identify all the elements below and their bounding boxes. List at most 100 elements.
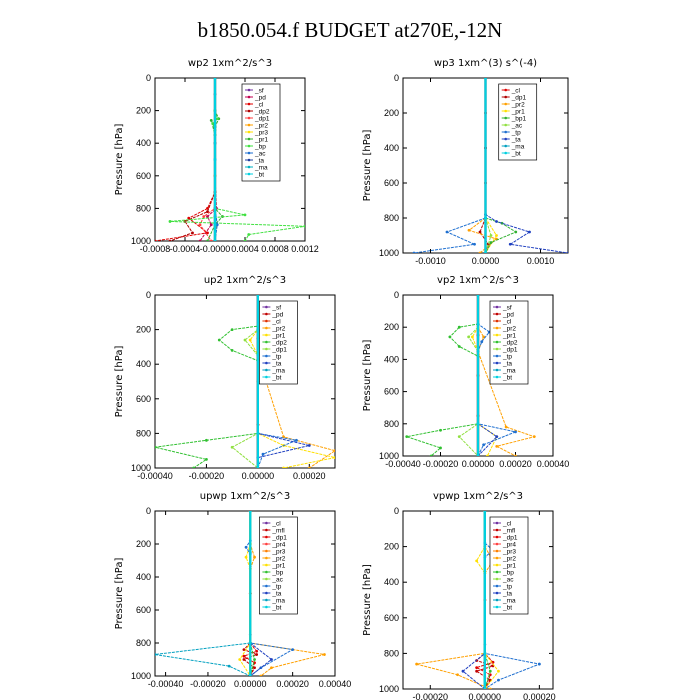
series-point xyxy=(504,425,508,429)
series-point xyxy=(495,234,498,237)
series-point xyxy=(230,348,234,352)
legend-label: _ma xyxy=(511,143,525,150)
legend-marker xyxy=(495,312,499,316)
legend-label: _pr2 xyxy=(271,325,285,332)
series-point xyxy=(243,338,247,342)
series-point xyxy=(255,653,259,656)
legend-label: _bp xyxy=(254,143,266,150)
legend-marker xyxy=(265,570,268,574)
legend-label: _sf xyxy=(254,87,264,94)
x-tick-label: 0.00040 xyxy=(537,459,570,469)
legend-marker xyxy=(504,116,508,120)
y-tick-label: 800 xyxy=(136,638,151,648)
legend-label: _ta xyxy=(271,360,281,367)
series-point xyxy=(217,338,221,342)
legend-marker xyxy=(247,102,251,106)
x-tick-label: -0.00040 xyxy=(137,471,173,481)
series-point xyxy=(475,559,479,563)
series-point xyxy=(445,230,449,234)
legend-label: _dp1 xyxy=(502,346,518,353)
series-point xyxy=(514,430,517,434)
series-point xyxy=(473,242,476,246)
legend-label: _tp xyxy=(502,353,512,360)
legend-marker xyxy=(265,556,268,560)
legend-marker xyxy=(247,88,251,92)
plot-frame xyxy=(402,510,554,690)
series-point xyxy=(488,669,492,673)
series-point xyxy=(206,215,209,218)
legend-marker xyxy=(495,340,499,344)
series-point xyxy=(253,666,256,670)
series-point xyxy=(168,239,172,241)
legend-marker xyxy=(265,361,268,365)
y-tick-label: 0 xyxy=(394,73,399,83)
series-point xyxy=(155,445,157,449)
series-group xyxy=(415,511,542,689)
legend-label: _pr2 xyxy=(254,122,268,129)
series-point xyxy=(270,666,273,670)
series-point xyxy=(303,224,305,228)
series-point xyxy=(483,687,487,689)
series-point xyxy=(295,438,298,442)
legend-label: _dp1 xyxy=(502,534,518,541)
legend-label: _dp2 xyxy=(271,339,287,346)
y-tick-label: 0 xyxy=(394,290,399,300)
legend-label: _dp1 xyxy=(511,94,527,101)
series-point xyxy=(497,669,500,673)
series-point xyxy=(248,511,252,513)
legend-label: _pd xyxy=(502,311,514,318)
legend-label: _ma xyxy=(271,597,285,604)
y-axis-label: Pressure [hPa] xyxy=(114,346,125,418)
legend-marker xyxy=(247,165,251,169)
series-point xyxy=(495,444,499,448)
legend-label: _ma xyxy=(254,164,268,171)
series-point xyxy=(476,295,480,297)
legend-marker xyxy=(495,556,499,560)
series-point xyxy=(497,678,500,682)
series-point xyxy=(489,234,493,237)
legend-label: _tp xyxy=(511,129,521,136)
y-tick-label: 1000 xyxy=(379,248,399,258)
legend-label: _sf xyxy=(271,304,281,311)
series-point xyxy=(247,233,251,236)
legend-marker xyxy=(247,123,251,127)
series-point xyxy=(470,335,474,339)
series-point xyxy=(256,432,260,435)
legend-marker xyxy=(495,368,499,372)
x-tick-label: -0.00020 xyxy=(423,459,459,469)
x-tick-label: -0.00040 xyxy=(385,459,421,469)
y-tick-label: 200 xyxy=(384,322,399,332)
series-group xyxy=(155,511,326,676)
chart-title: vp2 1xm^2/s^3 xyxy=(437,275,519,286)
legend-label: _cl xyxy=(271,318,281,325)
legend-marker xyxy=(265,598,268,602)
legend-label: _cl xyxy=(502,318,512,325)
series-point xyxy=(456,673,459,677)
legend-marker xyxy=(495,375,499,379)
y-tick-label: 0 xyxy=(394,506,399,516)
series-point xyxy=(412,251,416,253)
legend-marker xyxy=(247,95,251,99)
series-point xyxy=(415,662,419,666)
legend-marker xyxy=(265,375,268,379)
series-point xyxy=(213,158,217,161)
series-line xyxy=(169,78,305,241)
legend: _sf_pd_cl_pr2_pr1_dp2_dp1_tp_ta_ma_bt xyxy=(489,300,529,385)
series-point xyxy=(242,654,246,658)
legend: _sf_pd_cl_pr2_pr1_dp2_dp1_tp_ta_ma_bt xyxy=(259,300,298,385)
legend-marker xyxy=(495,354,499,358)
series-point xyxy=(230,328,234,331)
chart-panel: wp3 1xm^(3) s^(-4) Pressure [hPa] 0 200 400 6… xyxy=(362,58,569,266)
y-tick-label: 1000 xyxy=(131,671,151,681)
series-point xyxy=(514,454,517,456)
y-tick-label: 600 xyxy=(136,171,151,181)
legend-marker xyxy=(265,368,268,372)
series-point xyxy=(291,648,295,651)
legend-marker xyxy=(504,130,508,134)
series-point xyxy=(495,220,498,223)
legend-label: _bt xyxy=(502,374,512,381)
series-point xyxy=(255,649,259,653)
series-line xyxy=(479,78,489,253)
legend: _cl_mfl_dp1_pr4_pr3_pr2_pr1_bp_ac_tp_ta_… xyxy=(259,516,298,615)
legend-label: _dp2 xyxy=(502,339,518,346)
